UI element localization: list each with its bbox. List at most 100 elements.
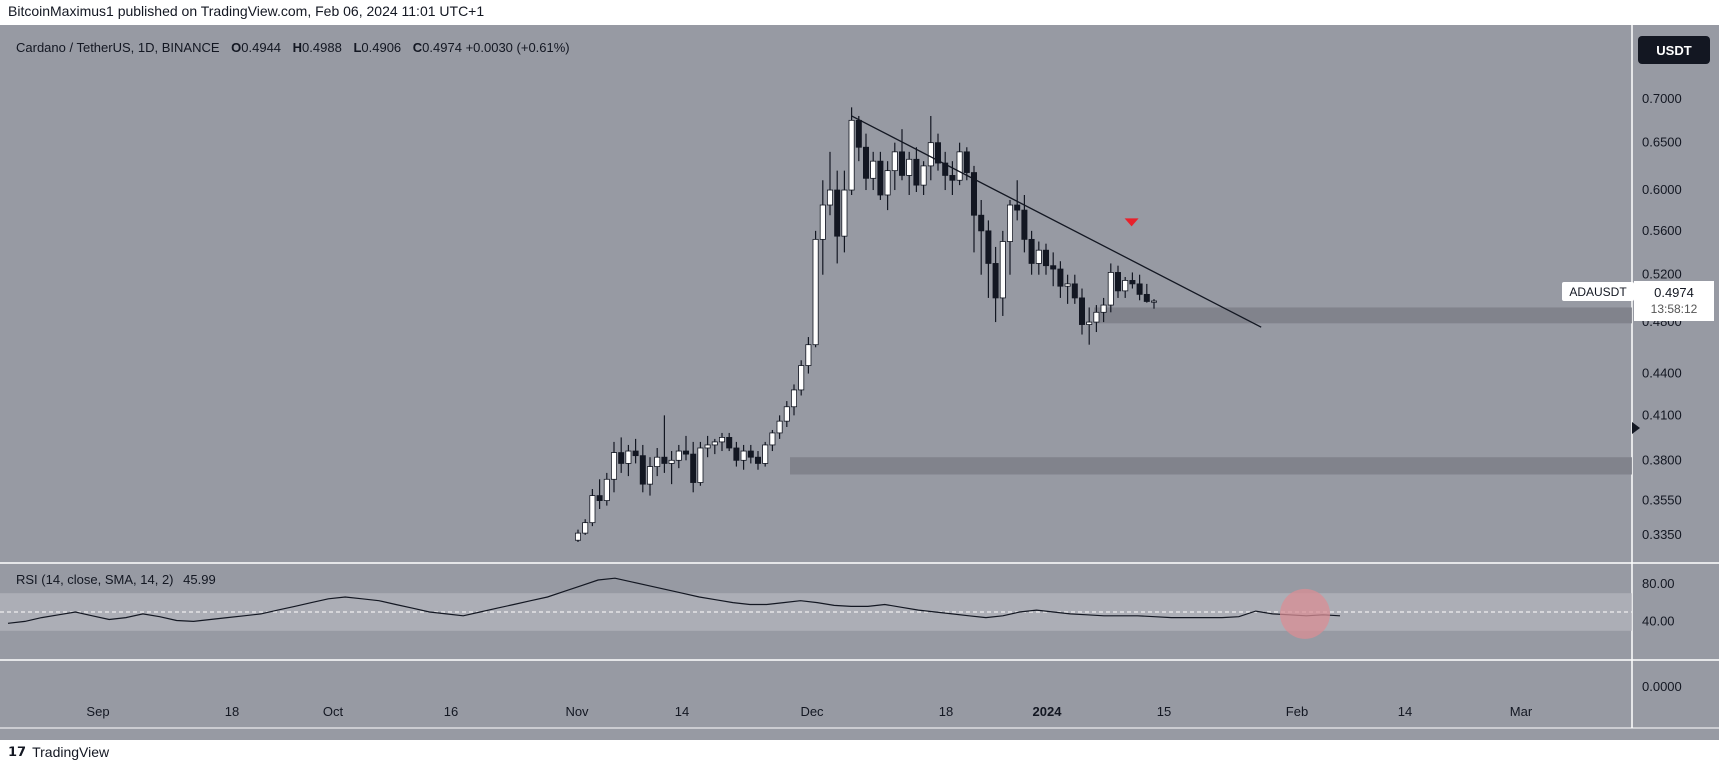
close-label: C [412, 40, 423, 55]
candle-body [1014, 204, 1021, 211]
symbol-legend: Cardano / TetherUS, 1D, BINANCE O0.4944 … [16, 40, 570, 55]
candle-body [783, 406, 790, 422]
candle-body [819, 204, 826, 240]
change-value: +0.0030 (+0.61%) [465, 40, 570, 55]
candle-body [827, 189, 834, 206]
candle-body [877, 160, 884, 196]
axis-marker-icon [1632, 422, 1640, 434]
time-tick-label: 18 [939, 704, 953, 719]
candle-body [661, 456, 668, 464]
close-value: 0.4974 [422, 40, 462, 55]
price-tick-label: 0.4100 [1642, 407, 1682, 422]
candle-body [711, 441, 718, 446]
candle-body [733, 447, 740, 461]
price-tick-label: 0.3550 [1642, 493, 1682, 508]
candle-body [899, 151, 906, 176]
candle-body [985, 230, 992, 264]
last-price-label: 0.4974 13:58:12 [1634, 281, 1714, 321]
candle-body [704, 444, 711, 449]
candle-body [891, 151, 898, 172]
candle-body [776, 420, 783, 434]
candle-body [596, 495, 603, 501]
candle-body [884, 170, 891, 196]
trendline [851, 115, 1262, 328]
footer-brand[interactable]: TradingView [32, 744, 110, 760]
time-tick-label: Oct [323, 704, 344, 719]
time-tick-label: 14 [675, 704, 689, 719]
time-tick-label: 14 [1398, 704, 1412, 719]
rsi-legend: RSI (14, close, SMA, 14, 2) 45.99 [16, 572, 216, 587]
candle-body [956, 151, 963, 181]
candle-body [726, 437, 733, 449]
candle-body [927, 142, 934, 167]
candle-body [1028, 238, 1035, 264]
tradingview-logo-icon[interactable]: 𝟭𝟳 [8, 744, 27, 759]
candle-body [791, 389, 798, 408]
high-value: 0.4988 [302, 40, 342, 55]
candle-body [805, 344, 812, 366]
candle-body [1086, 321, 1093, 325]
currency-button[interactable]: USDT [1638, 36, 1710, 64]
zone-support [1094, 307, 1632, 324]
price-tick-label: 0.5200 [1642, 267, 1682, 282]
rsi-highlight-circle [1280, 588, 1330, 639]
candle-body [949, 175, 956, 181]
candle-body [1100, 304, 1107, 313]
high-label: H [292, 40, 303, 55]
candle-body [625, 450, 632, 464]
time-axis-strip [0, 729, 1719, 740]
time-tick-label: 18 [225, 704, 239, 719]
price-tick-label: 0.3800 [1642, 452, 1682, 467]
symbol-title[interactable]: Cardano / TetherUS, 1D, BINANCE [16, 40, 220, 55]
candle-body [654, 456, 661, 467]
candle-body [992, 263, 999, 299]
candle-body [1043, 249, 1050, 267]
candle-body [1107, 272, 1114, 306]
price-tick-label: 0.3350 [1642, 527, 1682, 542]
candle-body [1057, 268, 1064, 287]
candle-body [582, 522, 589, 534]
candle-body [589, 495, 596, 524]
candle-body [1136, 283, 1143, 295]
time-tick-label: Mar [1510, 704, 1533, 719]
time-tick-label: 16 [444, 704, 458, 719]
rsi-value: 45.99 [183, 572, 216, 587]
candle-body [1064, 283, 1071, 287]
price-tick-label: 0.6500 [1642, 135, 1682, 150]
signal-down-arrow-icon [1124, 218, 1139, 227]
candle-body [798, 365, 805, 391]
candle-body [971, 172, 978, 216]
candle-body [1151, 300, 1158, 303]
candle-body [697, 447, 704, 483]
time-tick-label: 15 [1157, 704, 1171, 719]
candle-body [1122, 280, 1129, 292]
candle-body [611, 452, 618, 480]
candle-body [1007, 204, 1014, 242]
candle-body [575, 532, 582, 541]
candle-body [920, 165, 927, 186]
time-tick-label: Nov [565, 704, 589, 719]
price-tick-label: 0.6000 [1642, 182, 1682, 197]
candle-body [863, 146, 870, 179]
candle-body [1143, 293, 1150, 302]
time-tick-label: Feb [1286, 704, 1308, 719]
rsi-tick-label: 0.0000 [1642, 679, 1682, 694]
time-tick-label: 2024 [1033, 704, 1063, 719]
candle-body [913, 158, 920, 186]
candle-body [769, 432, 776, 446]
rsi-label[interactable]: RSI (14, close, SMA, 14, 2) [16, 572, 174, 587]
price-tick-label: 0.7000 [1642, 91, 1682, 106]
price-tick-label: 0.4400 [1642, 366, 1682, 381]
open-label: O [231, 40, 242, 55]
time-tick-label: Sep [86, 704, 109, 719]
candle-body [1115, 272, 1122, 292]
price-tick-label: 0.5600 [1642, 223, 1682, 238]
rsi-tick-label: 80.00 [1642, 576, 1675, 591]
candle-body [632, 450, 639, 457]
candle-body [963, 151, 970, 173]
candle-body [1079, 297, 1086, 325]
candle-body [1093, 311, 1100, 323]
candle-body [935, 142, 942, 164]
candle-body [690, 453, 697, 483]
